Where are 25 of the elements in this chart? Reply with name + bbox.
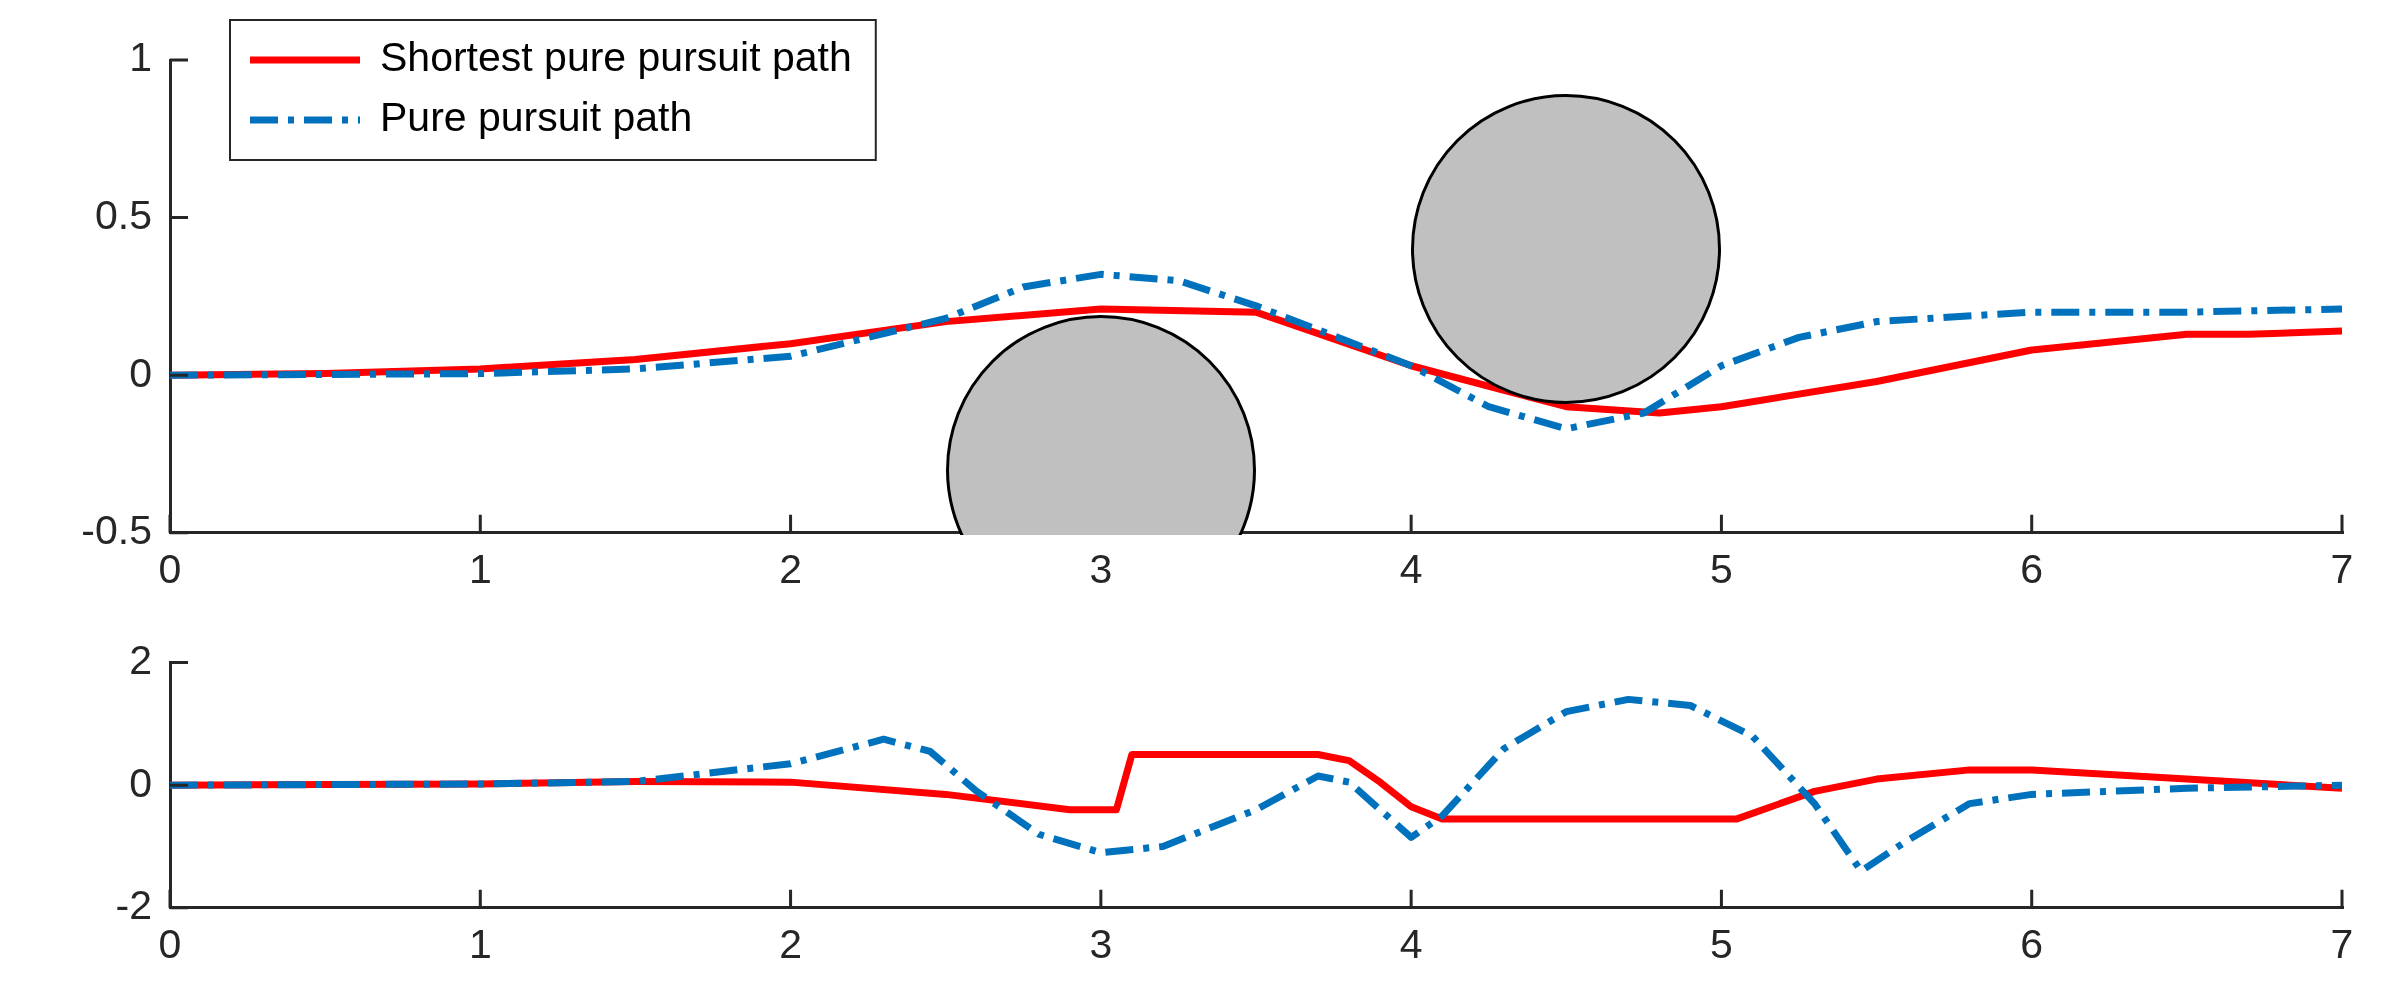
y-tick-label: -2 <box>115 882 152 929</box>
x-tick-label: 4 <box>1399 920 1423 967</box>
legend-label: Shortest pure pursuit path <box>380 34 852 81</box>
y-tick-label: 0.5 <box>95 191 152 238</box>
x-tick-label: 4 <box>1399 545 1423 592</box>
x-tick-label: 7 <box>2330 545 2354 592</box>
x-tick-label: 5 <box>1710 920 1733 967</box>
x-tick-label: 3 <box>1089 545 1113 592</box>
x-tick-label: 2 <box>779 545 802 592</box>
x-tick-label: 3 <box>1089 920 1113 967</box>
x-tick-label: 1 <box>468 920 492 967</box>
x-tick-label: 1 <box>468 545 492 592</box>
x-tick-label: 0 <box>158 545 182 592</box>
y-tick-label: 0 <box>129 759 152 806</box>
x-tick-label: 6 <box>2020 545 2044 592</box>
x-tick-label: 0 <box>158 920 182 967</box>
x-tick-label: 7 <box>2330 920 2354 967</box>
x-tick-label: 6 <box>2020 920 2044 967</box>
y-tick-label: -0.5 <box>81 507 152 554</box>
legend-label: Pure pursuit path <box>380 94 693 141</box>
y-tick-label: 0 <box>129 349 152 396</box>
y-tick-label: 2 <box>129 636 152 683</box>
x-tick-label: 5 <box>1710 545 1733 592</box>
x-tick-label: 2 <box>779 920 802 967</box>
y-tick-label: 1 <box>129 34 152 81</box>
